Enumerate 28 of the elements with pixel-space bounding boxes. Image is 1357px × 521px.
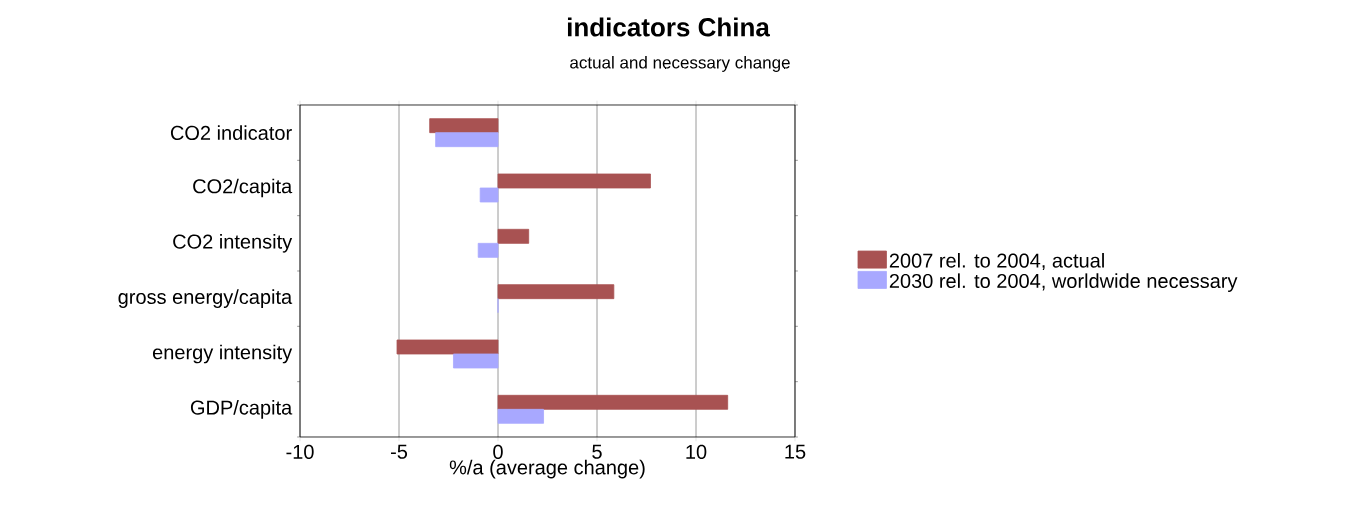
x-tick-label: -5 <box>391 444 408 459</box>
x-tick-label: 15 <box>785 444 806 459</box>
bar <box>453 353 499 369</box>
x-tick-label: 0 <box>493 444 503 459</box>
x-tick-label: -10 <box>286 444 314 459</box>
bar <box>479 187 499 203</box>
bar <box>497 228 530 244</box>
legend-label: 2007 rel. to 2004, actual <box>889 253 1104 271</box>
y-tick-label: CO2 indicator <box>170 125 292 140</box>
y-tick-label: energy intensity <box>152 344 293 364</box>
bar <box>497 173 651 189</box>
y-tick-label: CO2 intensity <box>173 234 293 253</box>
y-tick-label: GDP/capita <box>190 400 293 419</box>
y-tick-label: CO2/capita <box>193 178 293 198</box>
bar <box>497 394 729 410</box>
bar <box>396 339 499 355</box>
bar <box>429 118 499 134</box>
x-tick-label: 5 <box>592 444 602 459</box>
bar <box>497 284 615 300</box>
legend-label: 2030 rel. to 2004, worldwide necessary <box>889 273 1238 292</box>
chart-subtitle: actual and necessary change <box>570 56 790 72</box>
x-tick-label: 10 <box>686 444 707 459</box>
bar <box>497 408 544 424</box>
bar <box>435 132 499 148</box>
bar <box>477 242 499 258</box>
x-axis-title: %/a (average change) <box>449 459 645 479</box>
y-tick-label: gross energy/capita <box>118 289 293 308</box>
chart-title: indicators China <box>567 17 771 37</box>
